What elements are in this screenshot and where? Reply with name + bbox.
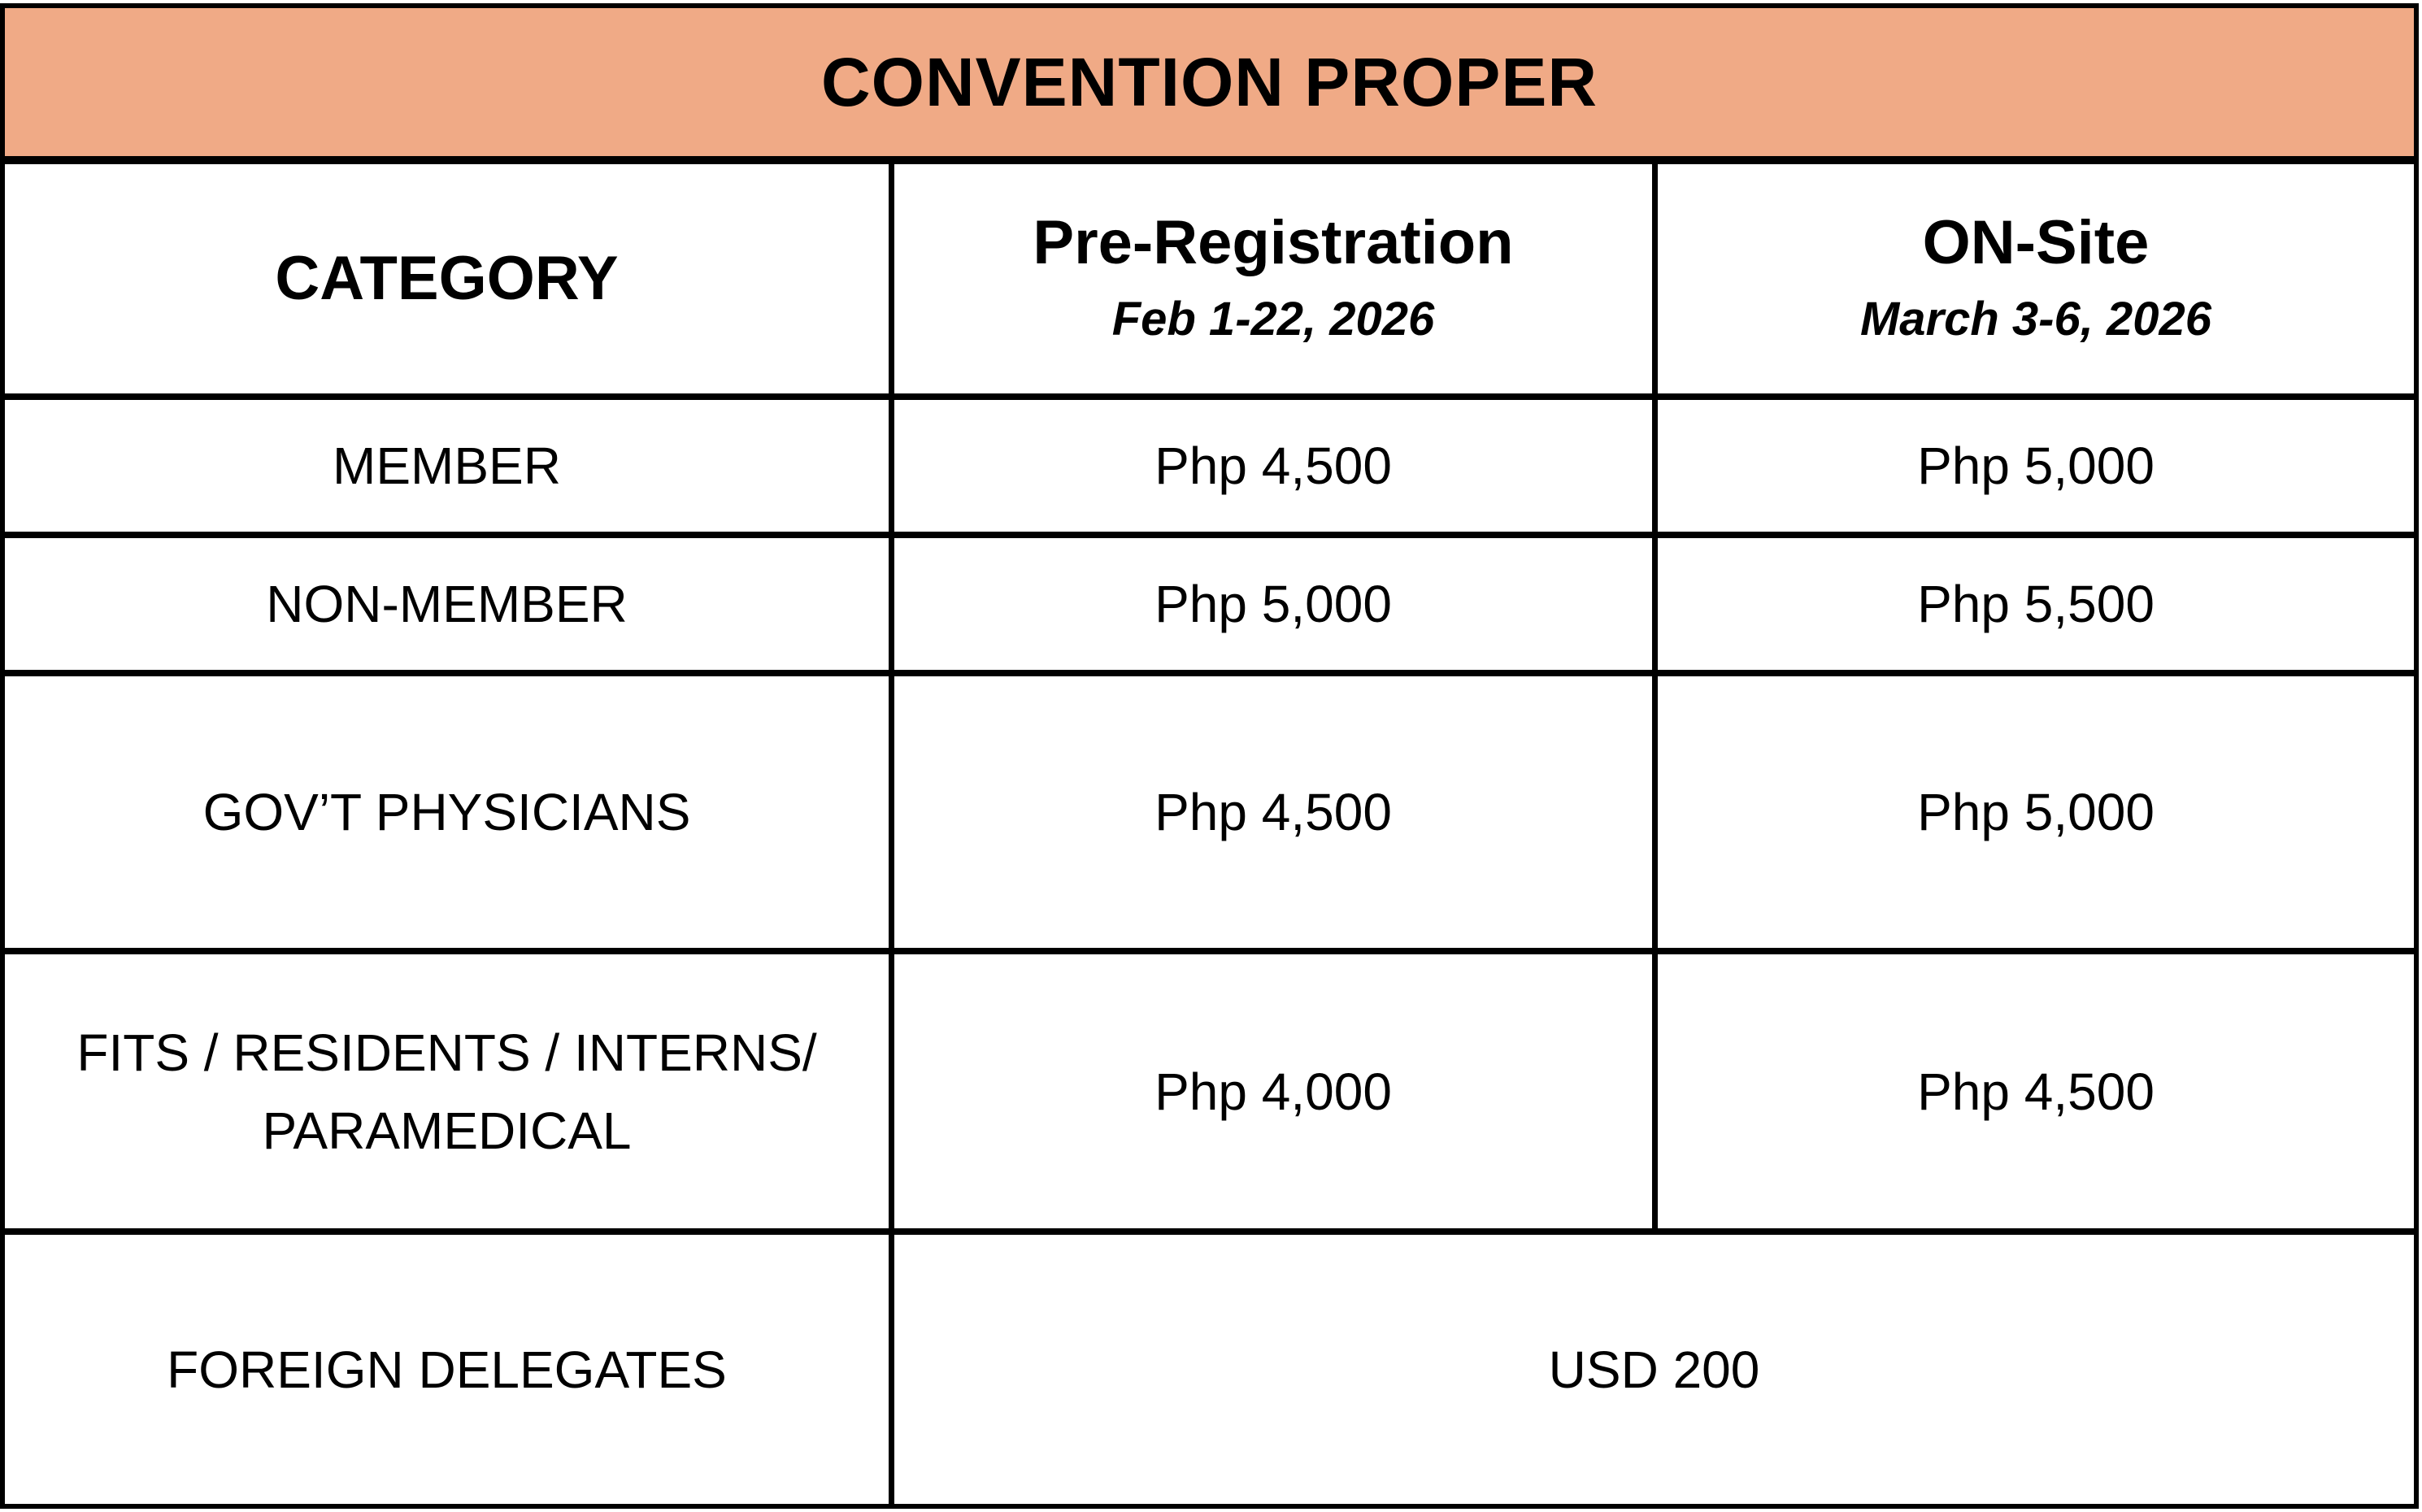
pre-fee-govt-physicians: Php 4,500	[894, 676, 1658, 954]
pre-fee-member: Php 4,500	[894, 400, 1658, 538]
on-site-dates: March 3-6, 2026	[1859, 292, 2212, 345]
onsite-fee-non-member: Php 5,500	[1658, 538, 2414, 676]
onsite-fee-fits-residents: Php 4,500	[1658, 954, 2414, 1235]
pre-fee-non-member: Php 5,000	[894, 538, 1658, 676]
pre-registration-label: Pre-Registration	[1033, 208, 1514, 278]
category-line-2: PARAMEDICAL	[262, 1101, 632, 1160]
fee-foreign-delegates: USD 200	[1548, 1340, 1760, 1399]
pre-fee-fits-residents: Php 4,000	[894, 954, 1658, 1235]
category-fits-residents: FITS / RESIDENTS / INTERNS/ PARAMEDICAL	[5, 954, 894, 1235]
header-category: CATEGORY	[5, 164, 894, 400]
category-govt-physicians: GOV’T PHYSICIANS	[5, 676, 894, 954]
category-member: MEMBER	[5, 400, 894, 538]
table-title: CONVENTION PROPER	[5, 8, 2414, 164]
category-non-member: NON-MEMBER	[5, 538, 894, 676]
header-pre-registration: Pre-Registration Feb 1-22, 2026	[894, 164, 1658, 400]
category-line-1: FITS / RESIDENTS / INTERNS/	[76, 1023, 817, 1082]
on-site-label: ON-Site	[1922, 208, 2150, 278]
header-on-site: ON-Site March 3-6, 2026	[1658, 164, 2414, 400]
onsite-fee-member: Php 5,000	[1658, 400, 2414, 538]
fee-table: CONVENTION PROPER CATEGORY Pre-Registrat…	[0, 3, 2419, 1509]
onsite-fee-govt-physicians: Php 5,000	[1658, 676, 2414, 954]
category-foreign-delegates: FOREIGN DELEGATES	[5, 1235, 894, 1504]
pre-registration-dates: Feb 1-22, 2026	[1111, 292, 1435, 345]
fee-grid: CATEGORY Pre-Registration Feb 1-22, 2026…	[5, 164, 2414, 1504]
